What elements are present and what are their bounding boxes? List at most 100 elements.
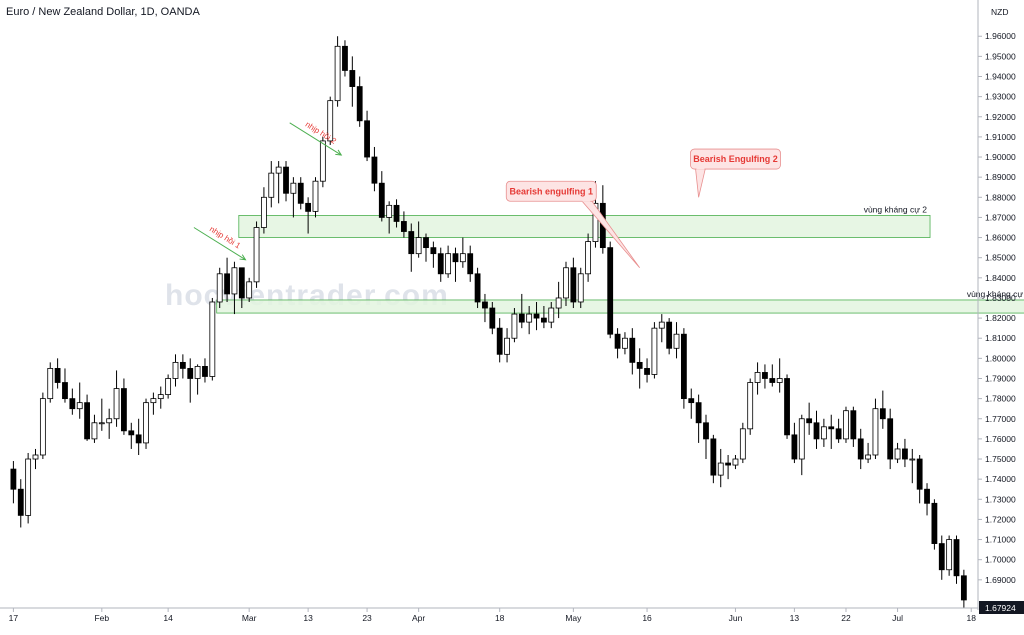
- candle: [739, 422, 746, 464]
- candle-body-bear: [437, 253, 444, 275]
- candle-body-bull: [319, 140, 326, 182]
- x-tick-label: 22: [841, 613, 851, 623]
- y-tick-label: 1.82000: [985, 313, 1016, 323]
- candle-body-bull: [511, 313, 518, 339]
- candle: [511, 308, 518, 343]
- candle: [415, 221, 422, 258]
- candle: [710, 434, 717, 484]
- candle-body-bear: [349, 70, 356, 87]
- arrow-shaft: [193, 227, 246, 261]
- candle: [128, 422, 135, 449]
- candle: [297, 177, 304, 210]
- x-tick-label: 18: [967, 613, 977, 623]
- candle-body-bear: [179, 361, 186, 369]
- candle-body-bull: [739, 428, 746, 460]
- candle-body-bull: [658, 321, 665, 329]
- y-tick-label: 1.71000: [985, 535, 1016, 545]
- candle: [69, 388, 76, 415]
- candle: [938, 535, 945, 580]
- candle: [246, 277, 253, 302]
- candle: [121, 378, 127, 435]
- candle-body-bear: [916, 458, 923, 490]
- candle-body-bull: [334, 45, 341, 102]
- candle-body-bear: [960, 575, 967, 601]
- candle-body-bear: [496, 327, 503, 355]
- candle: [10, 461, 17, 504]
- candle: [113, 370, 120, 427]
- candle-body-bear: [482, 301, 488, 309]
- candle: [924, 483, 930, 516]
- candle-body-bull: [563, 267, 569, 299]
- candle: [238, 267, 245, 309]
- candles: [10, 36, 967, 608]
- candle-body-bear: [128, 430, 135, 436]
- x-tick-label: 16: [642, 613, 652, 623]
- candle-body-bull: [98, 422, 105, 425]
- candle: [290, 177, 297, 218]
- candle-body-bull: [275, 166, 282, 174]
- candle-body-bear: [791, 434, 798, 460]
- last-price-badge: 1.67924: [979, 601, 1024, 614]
- y-tick-label: 1.76000: [985, 434, 1016, 444]
- candle-body-bull: [585, 241, 592, 275]
- candle-body-bull: [894, 448, 901, 460]
- candle-body-bull: [798, 418, 805, 460]
- candle-body-bear: [54, 368, 61, 383]
- candle: [518, 293, 525, 329]
- candle: [960, 569, 967, 608]
- candle-body-bear: [121, 388, 127, 432]
- time-axis[interactable]: 17 Feb 14 Mar 13 23 Apr 18 May 16 Jun 13 22 Jul 18: [0, 607, 978, 623]
- candle-body-bear: [688, 398, 695, 404]
- candle: [106, 408, 113, 439]
- price-axis[interactable]: NZD 1.96000 1.95000 1.94000 1.93000 1.92000 1…: [977, 0, 1016, 610]
- candle-body-bear: [533, 313, 540, 319]
- candle-body-bear: [518, 313, 525, 323]
- candle: [356, 76, 363, 127]
- candle: [216, 267, 223, 309]
- candle: [489, 301, 496, 335]
- candle-body-bear: [202, 366, 208, 377]
- y-tick-label: 1.86000: [985, 233, 1016, 243]
- candle: [784, 374, 790, 439]
- y-tick-label: 1.74000: [985, 474, 1016, 484]
- resistance-zone-2: [216, 299, 1024, 314]
- candle: [658, 314, 665, 343]
- candle-body-bull: [91, 422, 98, 440]
- candle: [902, 438, 908, 468]
- candle: [651, 322, 658, 379]
- candle-body-bear: [695, 402, 702, 424]
- candle-body-bull: [909, 458, 916, 461]
- candle-body-bear: [378, 182, 385, 218]
- candle: [754, 362, 761, 395]
- candle-body-bear: [614, 333, 621, 349]
- candle: [857, 428, 864, 470]
- candle-body-bull: [747, 382, 754, 430]
- candle-body-bull: [261, 196, 267, 228]
- candle: [54, 358, 61, 389]
- candle-body-bear: [474, 273, 481, 303]
- candle: [879, 390, 886, 429]
- y-tick-label: 1.92000: [985, 112, 1016, 122]
- candle: [25, 452, 32, 524]
- candle: [98, 398, 105, 431]
- candle: [135, 418, 142, 455]
- candle: [334, 36, 341, 107]
- candle: [843, 406, 849, 443]
- candle-body-bear: [408, 231, 415, 255]
- x-tick-label: 13: [790, 613, 800, 623]
- candle-body-bear: [850, 410, 857, 440]
- candle: [636, 348, 643, 389]
- candle: [445, 245, 452, 278]
- candle: [607, 241, 614, 339]
- candle: [570, 257, 577, 309]
- candle: [371, 146, 378, 192]
- candle-body-bear: [10, 468, 17, 490]
- y-tick-label: 1.81000: [985, 333, 1016, 343]
- candle-body-bear: [784, 378, 790, 436]
- candle-body-bear: [297, 182, 304, 204]
- y-tick-label: 1.89000: [985, 172, 1016, 182]
- candle-body-bear: [238, 267, 245, 299]
- candle: [275, 161, 282, 204]
